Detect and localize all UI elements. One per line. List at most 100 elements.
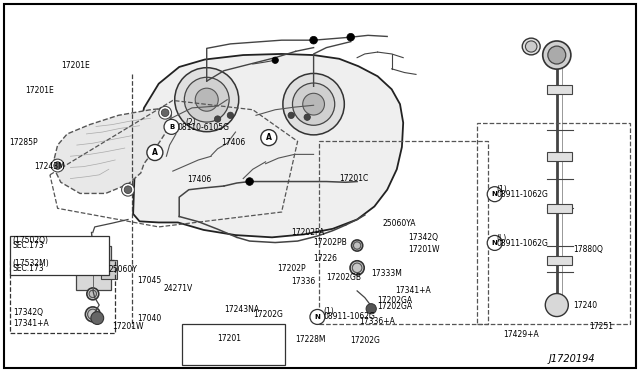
Text: (1): (1) xyxy=(497,185,508,194)
Circle shape xyxy=(87,288,99,300)
Text: J1720194: J1720194 xyxy=(548,354,595,364)
Text: (L): (L) xyxy=(497,234,507,243)
Circle shape xyxy=(310,310,325,324)
Text: 25060YA: 25060YA xyxy=(383,219,416,228)
Circle shape xyxy=(161,109,169,116)
Text: 17201: 17201 xyxy=(218,334,242,343)
Circle shape xyxy=(261,129,277,146)
Text: 17406: 17406 xyxy=(187,175,211,184)
Circle shape xyxy=(51,159,64,172)
Circle shape xyxy=(246,178,253,185)
Bar xyxy=(10,236,109,275)
Text: 17880Q: 17880Q xyxy=(573,246,603,254)
Text: 08911-1062G: 08911-1062G xyxy=(323,312,375,321)
Text: (17502Q): (17502Q) xyxy=(13,236,49,245)
Circle shape xyxy=(122,183,134,196)
Text: 17202P: 17202P xyxy=(277,264,306,273)
Text: 08911-1062G: 08911-1062G xyxy=(497,239,548,248)
Circle shape xyxy=(545,294,568,317)
Text: 17251: 17251 xyxy=(589,322,613,331)
Ellipse shape xyxy=(525,41,537,52)
Circle shape xyxy=(147,144,163,161)
Bar xyxy=(319,141,488,324)
Text: N: N xyxy=(314,314,321,320)
Circle shape xyxy=(89,290,97,298)
Bar xyxy=(547,256,572,265)
Text: SEC.173: SEC.173 xyxy=(13,241,44,250)
Circle shape xyxy=(310,36,317,44)
Text: 17406: 17406 xyxy=(221,138,245,147)
Text: 17202GA: 17202GA xyxy=(378,296,413,305)
Text: 17202G: 17202G xyxy=(253,310,283,319)
Bar xyxy=(547,85,572,94)
Circle shape xyxy=(124,186,132,193)
Ellipse shape xyxy=(522,38,540,55)
Circle shape xyxy=(175,68,239,132)
Text: 17201W: 17201W xyxy=(408,246,440,254)
Text: SEC.173: SEC.173 xyxy=(13,264,44,273)
Circle shape xyxy=(304,114,310,121)
Text: 17336+A: 17336+A xyxy=(360,317,396,326)
Circle shape xyxy=(88,309,98,320)
Text: 08911-1062G: 08911-1062G xyxy=(497,190,548,199)
Circle shape xyxy=(54,162,61,169)
Circle shape xyxy=(184,77,229,122)
Bar xyxy=(101,260,117,279)
Text: 25060Y: 25060Y xyxy=(109,265,138,274)
Text: N: N xyxy=(492,240,498,246)
Circle shape xyxy=(350,261,364,275)
Text: 17429+A: 17429+A xyxy=(503,330,539,339)
Circle shape xyxy=(347,33,355,41)
Circle shape xyxy=(91,312,104,324)
Text: A: A xyxy=(266,133,272,142)
Text: 17240: 17240 xyxy=(573,301,597,310)
Circle shape xyxy=(303,93,324,115)
Text: B: B xyxy=(169,124,174,130)
Text: 17201C: 17201C xyxy=(339,174,369,183)
Bar xyxy=(547,204,572,213)
Circle shape xyxy=(366,304,376,314)
Text: 17045: 17045 xyxy=(138,276,162,285)
Text: A: A xyxy=(152,148,158,157)
Text: (17532M): (17532M) xyxy=(13,259,49,268)
Circle shape xyxy=(548,46,566,64)
Text: 17202PB: 17202PB xyxy=(314,238,348,247)
Circle shape xyxy=(272,57,278,64)
Text: (1): (1) xyxy=(323,307,334,316)
Circle shape xyxy=(351,240,363,251)
Circle shape xyxy=(195,88,218,111)
Circle shape xyxy=(487,235,502,250)
Bar xyxy=(10,260,115,333)
Circle shape xyxy=(292,83,335,125)
Text: 17336: 17336 xyxy=(291,278,316,286)
Text: 17202GA: 17202GA xyxy=(378,302,413,311)
Text: 17040: 17040 xyxy=(138,314,162,323)
Circle shape xyxy=(283,73,344,135)
Circle shape xyxy=(164,119,179,134)
Text: 17228M: 17228M xyxy=(296,335,326,344)
Bar xyxy=(76,246,111,290)
Circle shape xyxy=(159,106,172,119)
Text: N: N xyxy=(492,191,498,197)
Bar xyxy=(547,152,572,161)
Text: 17243M: 17243M xyxy=(35,162,65,171)
Bar xyxy=(182,324,285,365)
Circle shape xyxy=(487,187,502,202)
Text: 17341+A: 17341+A xyxy=(395,286,431,295)
Text: 17201W: 17201W xyxy=(112,322,143,331)
Text: (2): (2) xyxy=(186,118,196,127)
Text: 17202PA: 17202PA xyxy=(291,228,324,237)
Text: 17285P: 17285P xyxy=(10,138,38,147)
Text: 17201E: 17201E xyxy=(61,61,90,70)
Circle shape xyxy=(352,263,362,273)
Text: 17202GB: 17202GB xyxy=(326,273,362,282)
Text: 08110-6105G: 08110-6105G xyxy=(178,123,230,132)
Bar xyxy=(477,123,630,324)
Polygon shape xyxy=(133,54,403,237)
Circle shape xyxy=(543,41,571,69)
Text: 24271V: 24271V xyxy=(163,284,193,293)
Text: 17202G: 17202G xyxy=(350,336,380,345)
Text: 17333M: 17333M xyxy=(371,269,402,278)
Circle shape xyxy=(353,242,361,249)
Text: 17201E: 17201E xyxy=(26,86,54,95)
